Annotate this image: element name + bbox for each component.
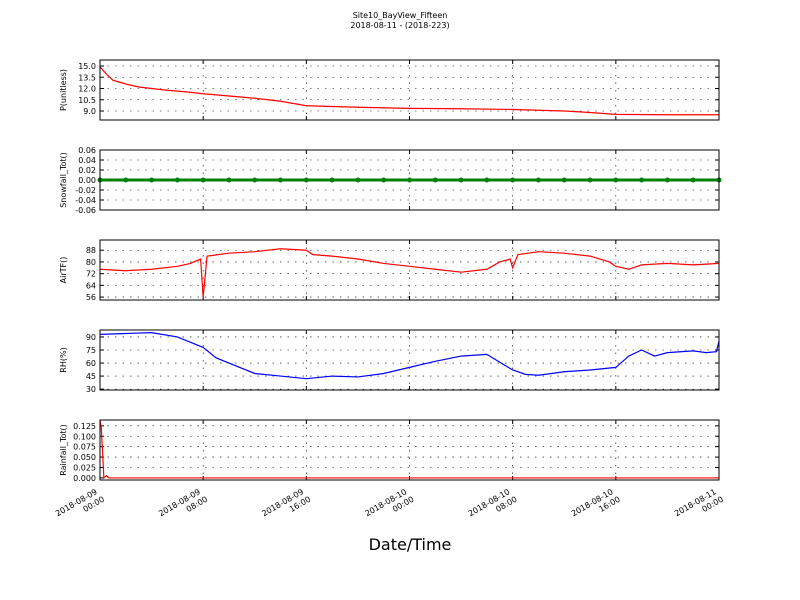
y-tick-label: 9.0: [83, 107, 96, 116]
y-tick-label: 80: [86, 258, 96, 267]
y-tick-label: 10.5: [78, 96, 96, 105]
data-point: [200, 177, 206, 183]
y-tick-label: 0.000: [73, 474, 96, 483]
data-line: [99, 248, 720, 298]
y-tick-label: 60: [86, 359, 96, 368]
data-point: [690, 177, 696, 183]
data-point: [381, 177, 387, 183]
data-point: [639, 177, 645, 183]
y-tick-label: 0.00: [78, 176, 96, 185]
y-tick-label: 45: [86, 372, 96, 381]
y-tick-label: -0.02: [75, 186, 96, 195]
data-point: [226, 177, 232, 183]
data-point: [174, 177, 180, 183]
data-point: [123, 177, 129, 183]
plot-frame: [99, 59, 720, 121]
y-axis-label: P(unitless): [59, 69, 68, 111]
y-tick-label: 56: [86, 293, 96, 302]
data-point: [432, 177, 438, 183]
y-tick-label: 30: [86, 385, 96, 394]
y-tick-label: 0.02: [78, 166, 96, 175]
data-point: [510, 177, 516, 183]
figure-subtitle: 2018-08-11 - (2018-223): [350, 21, 449, 30]
data-line: [99, 332, 720, 380]
y-axis-label: Snowfall_Tot(): [59, 152, 68, 208]
plot-frame: [99, 149, 720, 211]
y-tick-label: 13.5: [78, 73, 96, 82]
y-tick-label: 0.125: [73, 422, 96, 431]
y-tick-label: 0.025: [73, 464, 96, 473]
data-point: [458, 177, 464, 183]
data-point: [535, 177, 541, 183]
y-axis-label: RH(%): [59, 347, 68, 372]
y-axis-label: Rainfall_Tot(): [59, 424, 68, 476]
y-tick-label: 12.0: [78, 85, 96, 94]
y-tick-label: 75: [86, 346, 96, 355]
data-point: [613, 177, 619, 183]
data-point: [407, 177, 412, 183]
plot-frame: [99, 329, 720, 391]
y-tick-label: 0.100: [73, 432, 96, 441]
data-point: [484, 177, 490, 183]
x-axis-label: Date/Time: [369, 535, 452, 554]
data-line: [99, 420, 719, 480]
data-point: [561, 177, 567, 183]
y-tick-label: 0.06: [78, 146, 96, 155]
data-point: [149, 177, 155, 183]
plot-frame: [99, 239, 720, 301]
data-point: [587, 177, 593, 183]
y-tick-label: 90: [86, 333, 96, 342]
data-point: [278, 177, 284, 183]
y-tick-label: -0.04: [75, 196, 96, 205]
y-tick-label: 0.050: [73, 453, 96, 462]
y-tick-label: 88: [86, 246, 96, 255]
data-point: [329, 177, 335, 183]
y-tick-label: 72: [86, 270, 96, 279]
data-point: [664, 177, 670, 183]
figure-title: Site10_BayView_Fifteen: [353, 11, 448, 20]
y-axis-label: AirTF(): [59, 257, 68, 284]
y-tick-label: 15.0: [78, 62, 96, 71]
data-point: [303, 177, 309, 183]
y-tick-label: 64: [86, 281, 96, 290]
data-point: [252, 177, 258, 183]
y-tick-label: -0.06: [75, 206, 96, 215]
y-tick-label: 0.04: [78, 156, 96, 165]
data-point: [355, 177, 361, 183]
y-tick-label: 0.075: [73, 443, 96, 452]
plot-frame: [99, 419, 720, 481]
data-line: [99, 66, 719, 116]
